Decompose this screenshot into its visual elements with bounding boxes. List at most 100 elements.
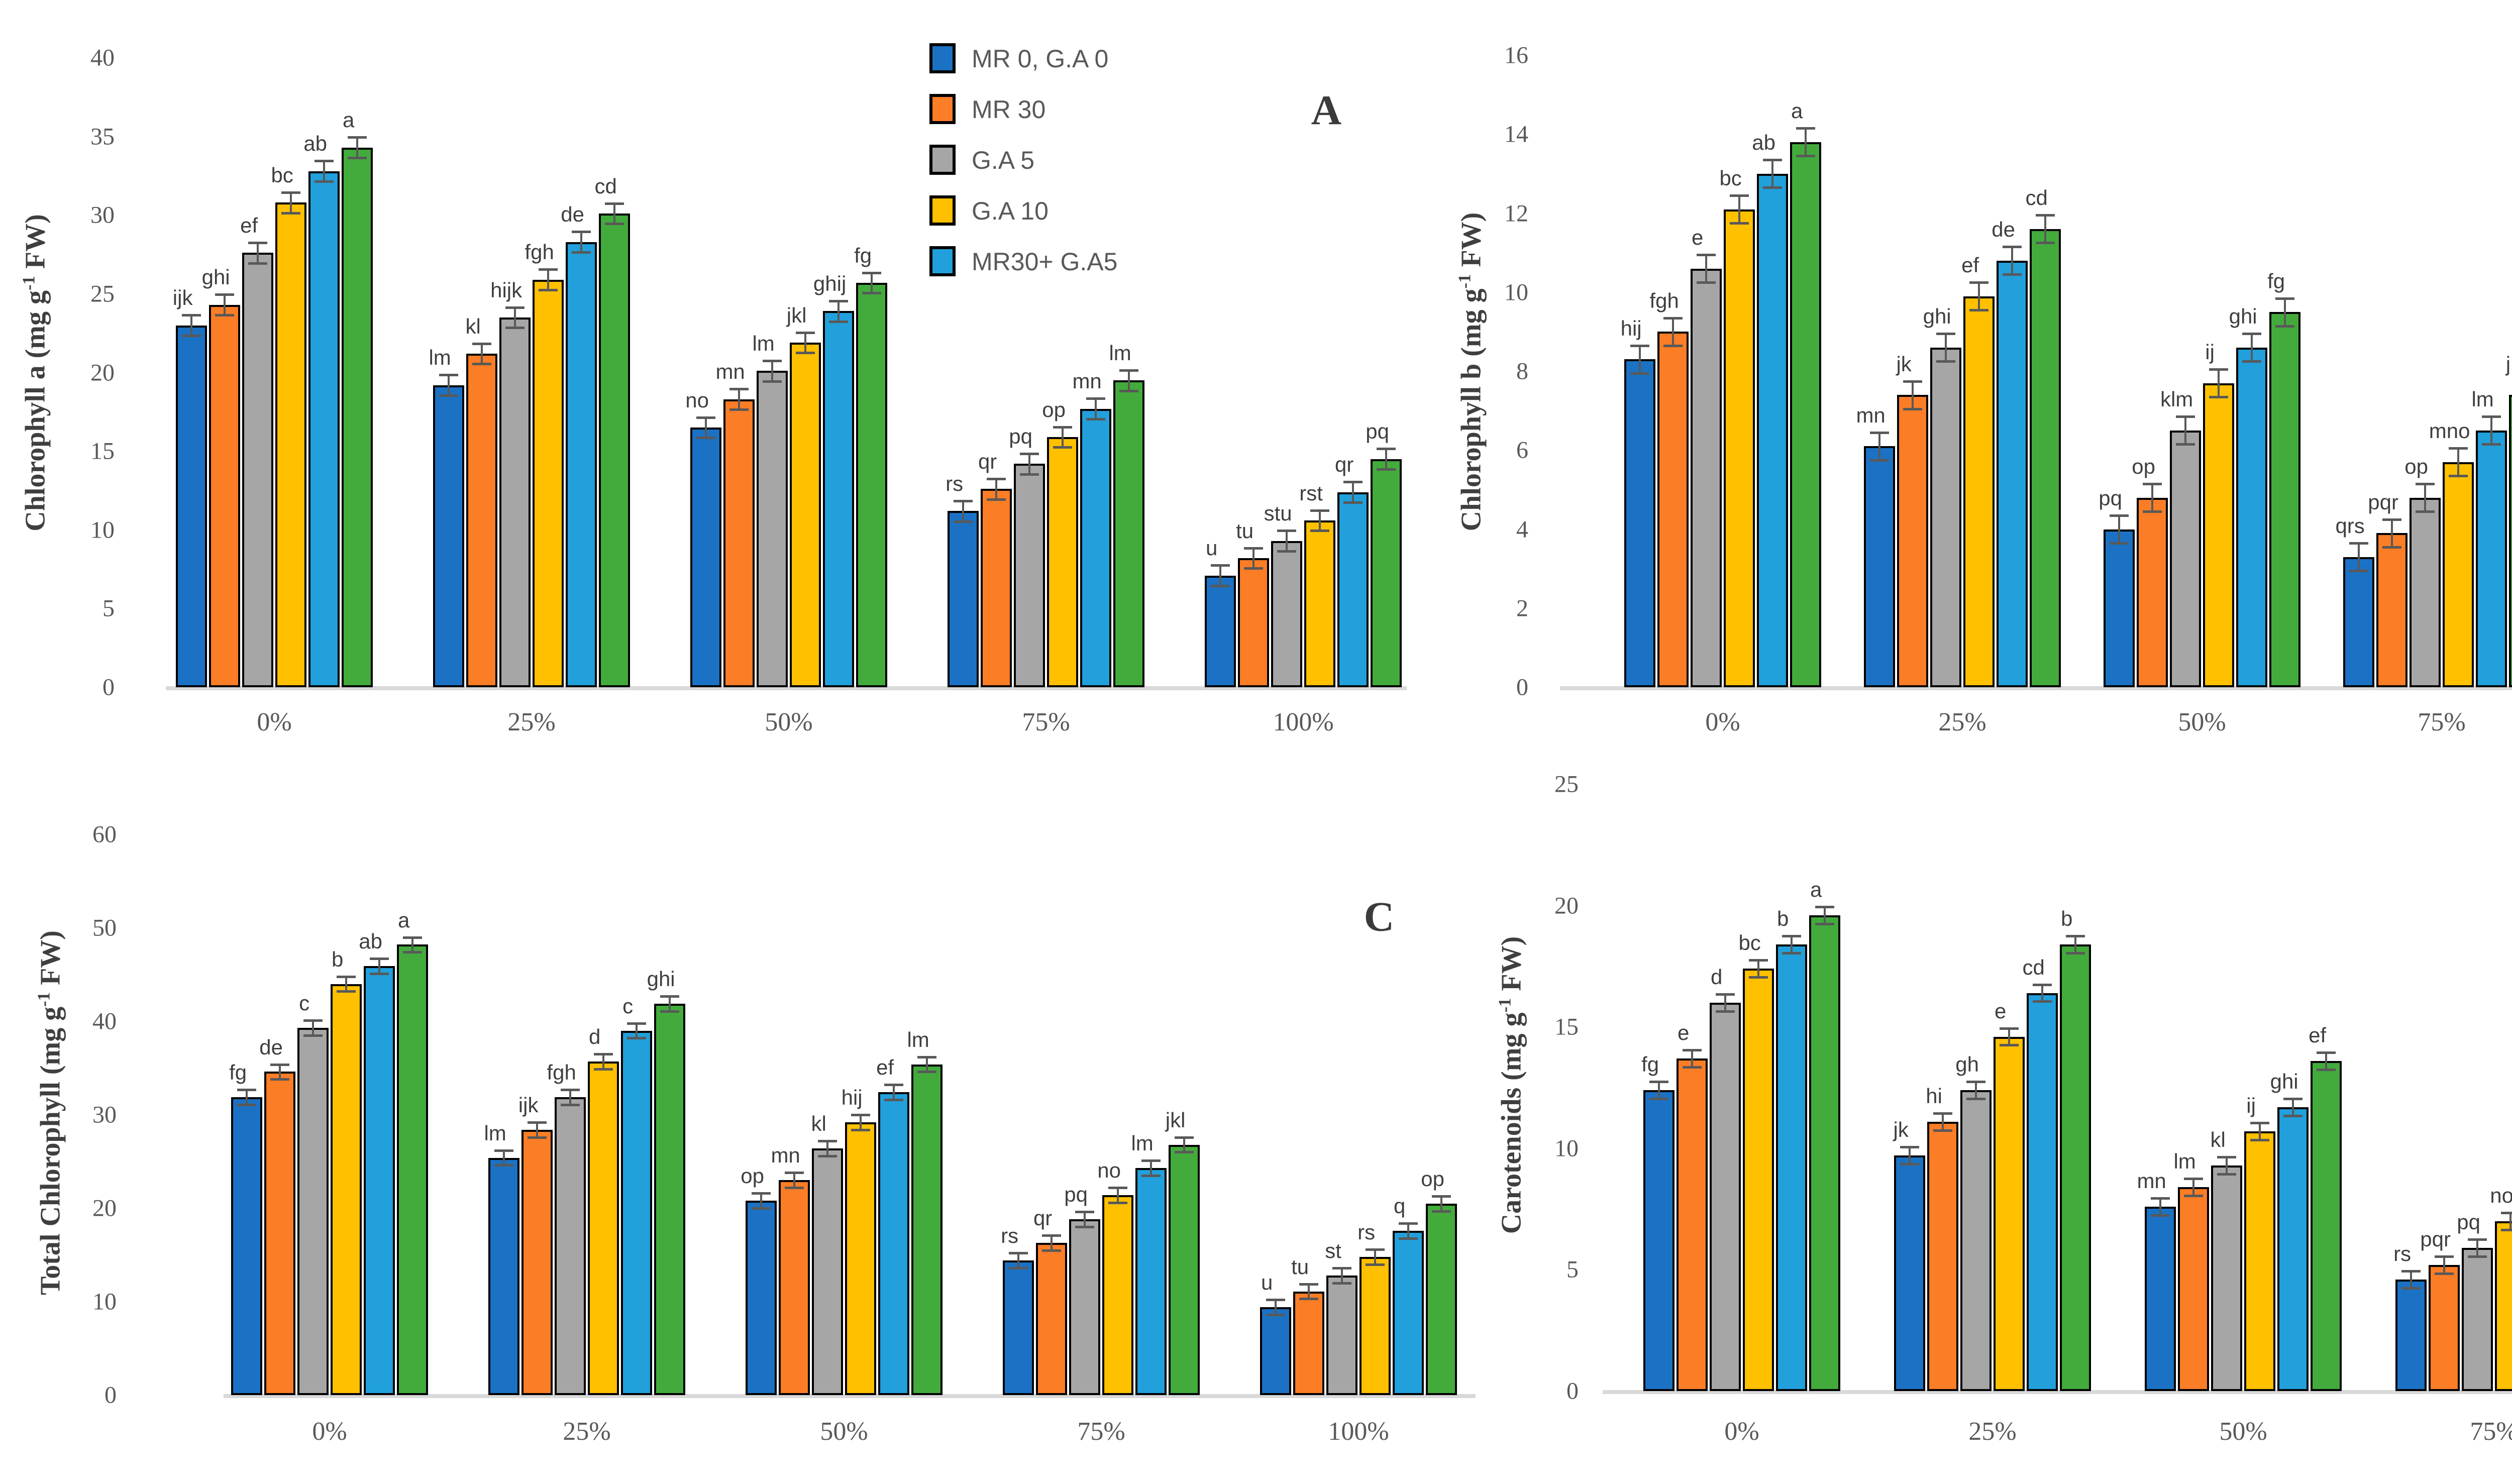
error-bar: [312, 1020, 314, 1035]
error-bar-cap: [1020, 473, 1039, 476]
error-bar-cap: [1966, 1080, 1985, 1083]
error-bar-cap: [1630, 372, 1649, 375]
error-bar: [804, 332, 806, 353]
error-bar: [1219, 565, 1221, 586]
y-axis-tick-label: 0: [1516, 674, 1528, 701]
error-bar: [1341, 1268, 1343, 1283]
bar-G.A 5-50%: [2211, 1165, 2242, 1391]
error-bar: [2325, 1052, 2327, 1070]
significance-letter: a: [342, 108, 355, 132]
error-bar-cap: [403, 936, 422, 939]
error-bar: [1275, 1300, 1277, 1315]
error-bar-cap: [2349, 570, 2368, 573]
bar-G.A 10-100%: [1304, 520, 1335, 687]
error-bar-cap: [696, 416, 715, 419]
bar-G.A 5-75%: [1069, 1219, 1100, 1395]
significance-letter: rst: [1299, 481, 1323, 505]
error-bar-cap: [1697, 281, 1716, 284]
error-bar-cap: [851, 1114, 870, 1116]
error-bar-cap: [2435, 1272, 2454, 1275]
error-bar-cap: [954, 520, 973, 523]
error-bar: [1017, 1253, 1019, 1268]
error-bar-cap: [987, 477, 1006, 480]
y-axis-title-text: Total Chlorophyll (mg g: [35, 1006, 66, 1295]
y-axis-title-unit: FW): [1455, 212, 1487, 274]
error-bar: [793, 1173, 795, 1188]
error-bar-cap: [1796, 155, 1815, 158]
significance-letter: d: [588, 1025, 601, 1049]
significance-letter: lm: [2173, 1149, 2196, 1174]
error-bar: [514, 307, 516, 328]
y-axis-tick-label: 10: [1554, 1135, 1579, 1162]
bar-MR 0, G.A 0-25%: [1864, 446, 1895, 687]
error-bar-cap: [2449, 447, 2468, 450]
error-bar-cap: [2184, 1195, 2203, 1198]
error-bar-cap: [572, 231, 591, 234]
error-bar: [926, 1056, 928, 1072]
significance-letter: op: [1421, 1167, 1444, 1191]
bar-G.A 10-75%: [2443, 462, 2474, 687]
bar-MR30+ G.A5-50%: [823, 311, 854, 687]
significance-letter: lm: [1131, 1131, 1154, 1155]
error-bar-cap: [2468, 1255, 2487, 1258]
significance-letter: cd: [2022, 955, 2045, 979]
error-bar-cap: [2143, 510, 2162, 513]
bar-series6-25%: [599, 214, 630, 687]
error-bar-cap: [337, 975, 356, 978]
y-axis-title-b: Chlorophyll b (mg g-1 FW): [1455, 213, 1488, 532]
error-bar: [1319, 510, 1321, 531]
bar-G.A 5-0%: [1710, 1002, 1741, 1391]
error-bar: [279, 1064, 281, 1080]
error-bar-cap: [2275, 297, 2294, 300]
bar-series6-0%: [1790, 142, 1821, 687]
error-bar-cap: [1108, 1187, 1127, 1190]
legend-color-swatch: [929, 195, 956, 226]
error-bar-cap: [2382, 546, 2401, 549]
error-bar-cap: [1649, 1080, 1668, 1083]
bar-MR30+ G.A5-25%: [621, 1030, 652, 1395]
significance-letter: qrs: [2335, 514, 2365, 538]
error-bar-cap: [884, 1099, 903, 1102]
error-bar: [613, 203, 615, 224]
error-bar-cap: [1399, 1237, 1418, 1240]
error-bar-cap: [1119, 389, 1138, 392]
error-bar-cap: [2449, 475, 2468, 478]
significance-letter: e: [1677, 1021, 1690, 1045]
bar-G.A 5-0%: [297, 1028, 329, 1395]
x-axis-category-label: 25%: [1938, 708, 1986, 736]
significance-letter: fgh: [547, 1060, 576, 1084]
error-bar-cap: [2110, 514, 2129, 517]
y-axis-title-text: Chlorophyll b (mg g: [1455, 288, 1487, 532]
error-bar: [190, 315, 192, 336]
bar-MR 30-75%: [981, 489, 1012, 687]
error-bar-cap: [987, 498, 1006, 501]
significance-letter: stu: [1264, 501, 1292, 525]
error-bar-cap: [2250, 1122, 2269, 1125]
bar-series6-25%: [654, 1003, 685, 1395]
y-axis-tick-label: 35: [90, 123, 115, 150]
bar-MR 0, G.A 0-0%: [1624, 359, 1655, 687]
y-axis-title-unit: FW): [35, 930, 66, 992]
y-axis-title-superscript: -1: [1495, 998, 1515, 1013]
error-bar: [2391, 519, 2393, 547]
error-bar: [2074, 936, 2076, 953]
bar-MR30+ G.A5-75%: [1135, 1168, 1167, 1395]
error-bar-cap: [796, 352, 815, 355]
error-bar-cap: [2217, 1155, 2236, 1158]
error-bar-cap: [2176, 415, 2195, 418]
y-axis-tick-label: 40: [90, 44, 115, 71]
x-axis-baseline: [1560, 686, 2512, 690]
significance-letter: pq: [1009, 424, 1032, 448]
error-bar-cap: [1141, 1159, 1161, 1162]
bar-G.A 10-0%: [1743, 969, 1774, 1391]
significance-letter: lm: [752, 332, 775, 355]
error-bar-cap: [1086, 417, 1105, 420]
error-bar-cap: [829, 320, 848, 323]
error-bar-cap: [1343, 481, 1363, 484]
error-bar: [1805, 128, 1807, 156]
error-bar-cap: [1969, 309, 1988, 312]
error-bar: [760, 1193, 762, 1208]
bar-G.A 5-0%: [1691, 268, 1722, 687]
